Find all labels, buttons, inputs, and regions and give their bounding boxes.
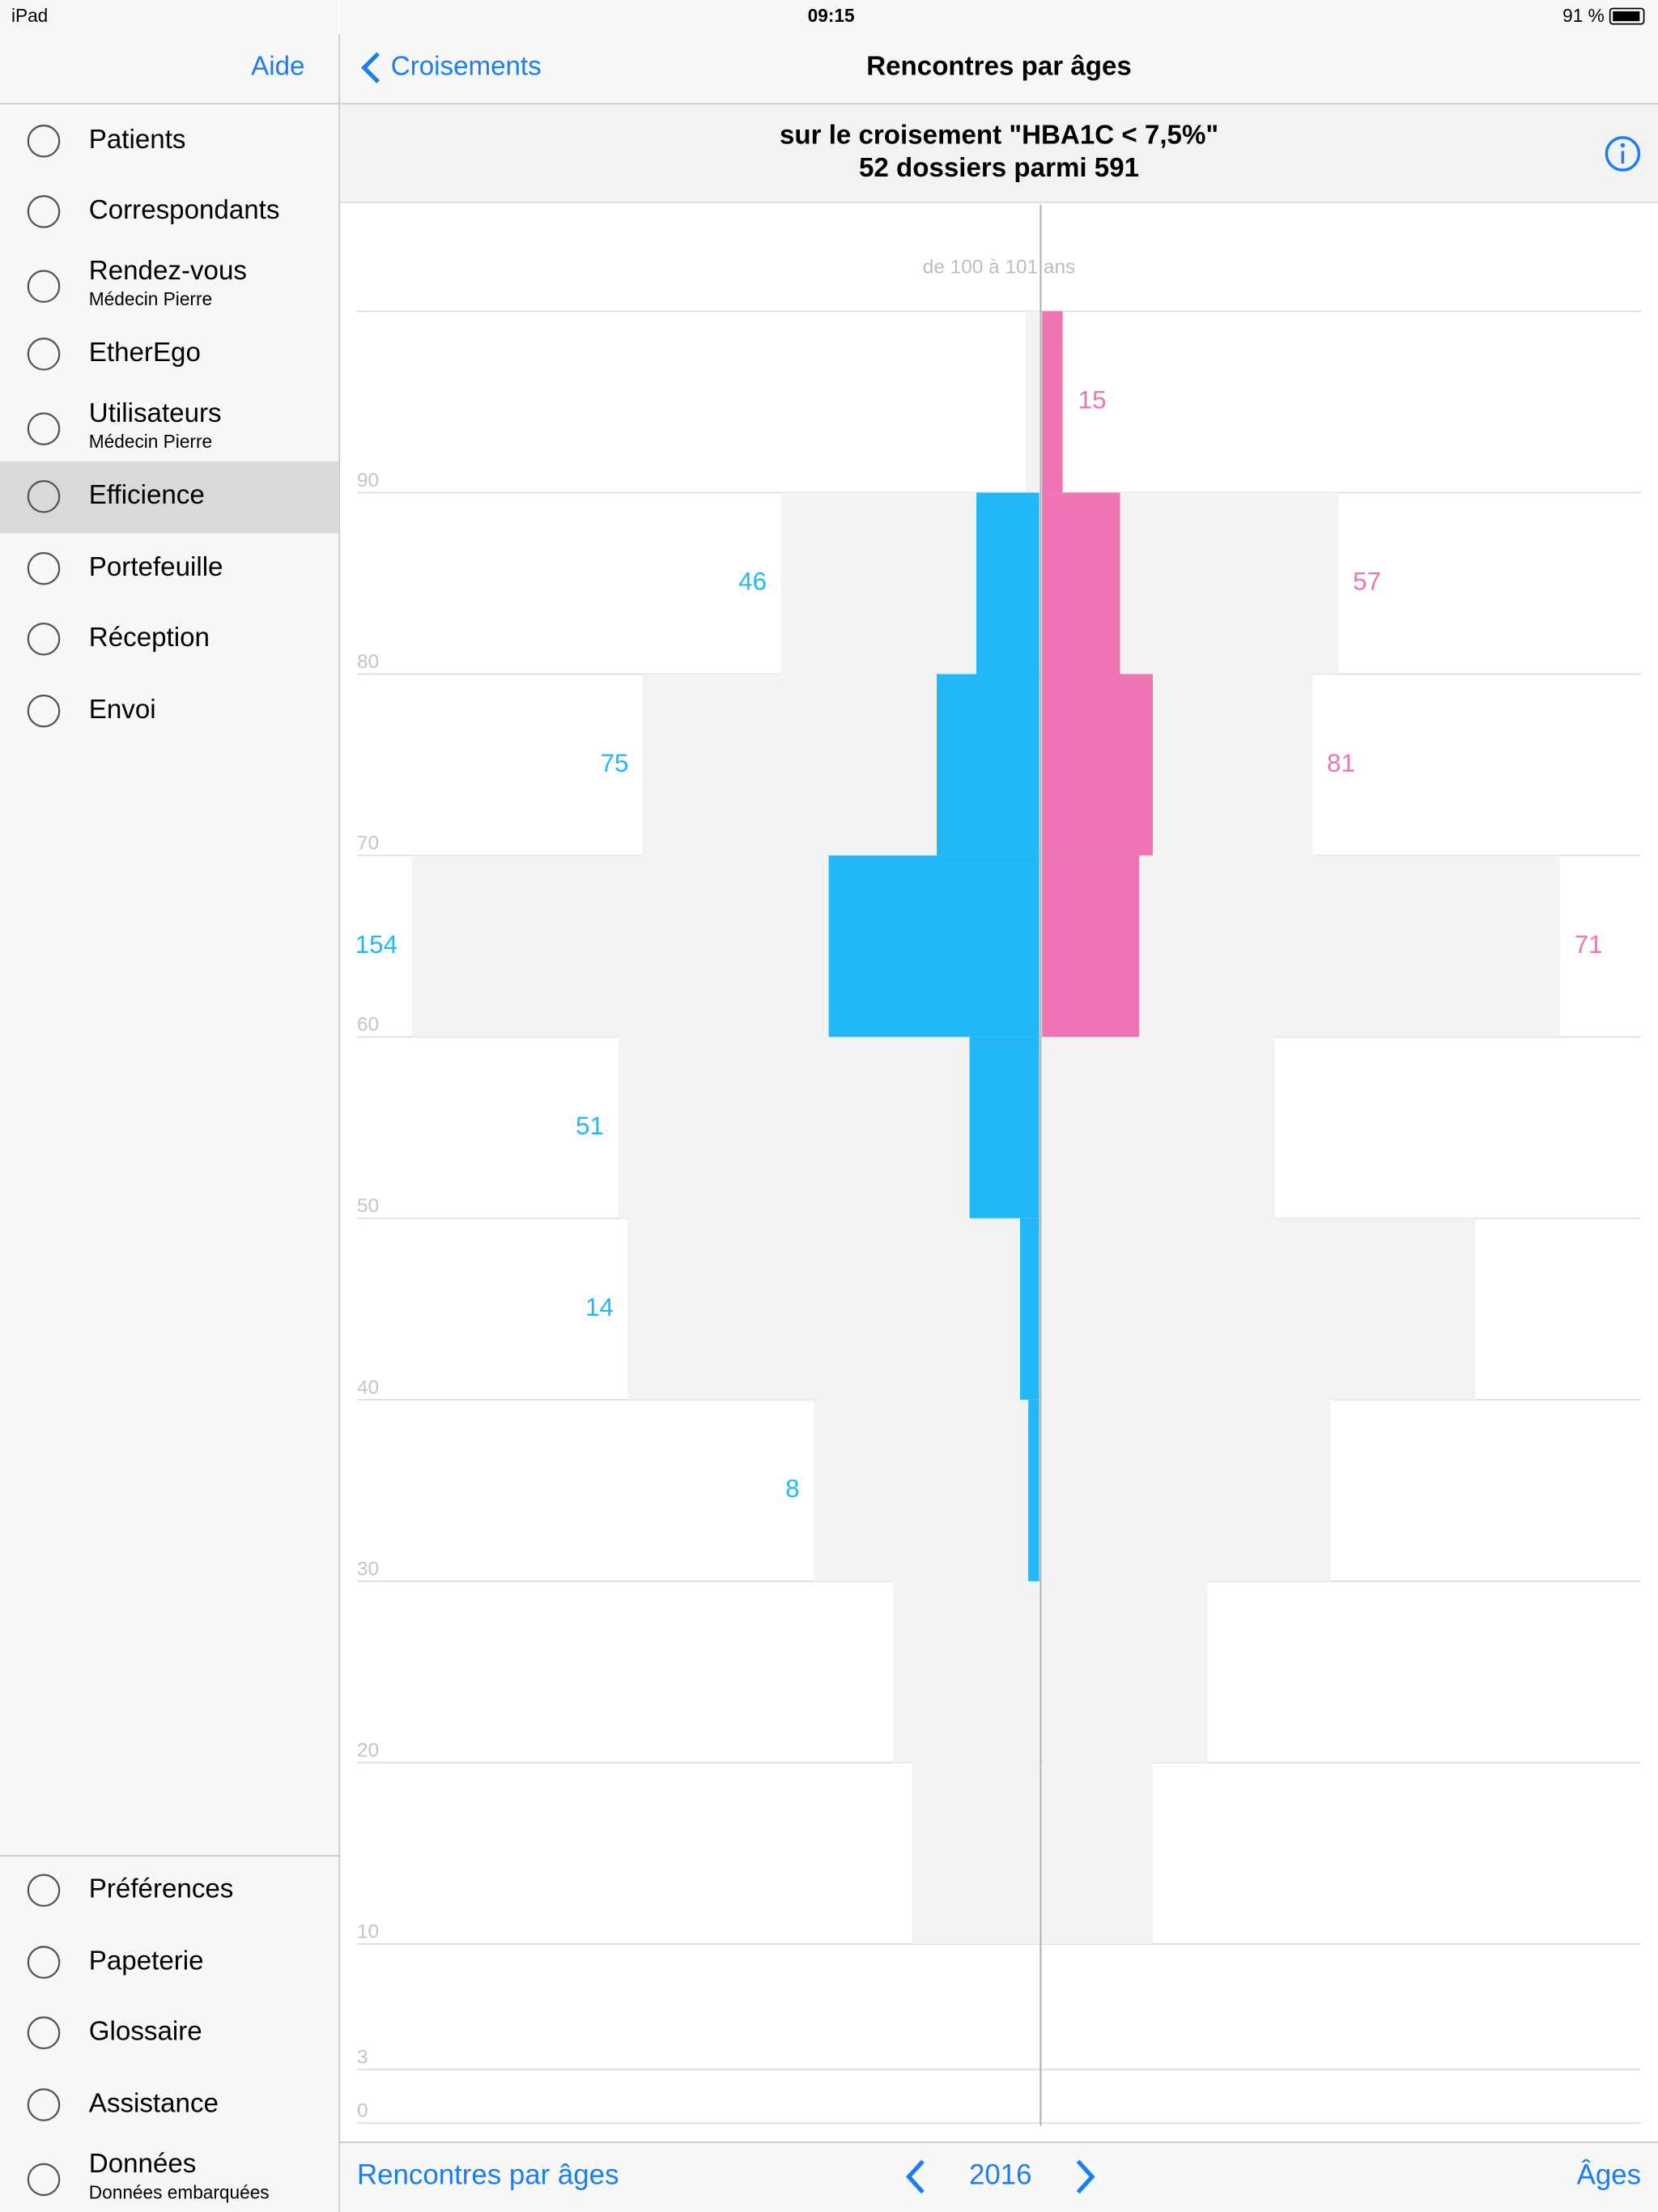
bar: [912, 1762, 1039, 1944]
bar: [627, 1218, 1039, 1400]
value-label: 8: [785, 1474, 799, 1503]
year: 2016: [969, 2159, 1032, 2191]
y-tick-label: 20: [357, 1739, 379, 1761]
menu-icon: [27, 480, 61, 513]
menu-label[interactable]: Glossaire: [89, 2016, 202, 2046]
menu-icon: [27, 2088, 61, 2121]
menu-icon: [27, 2163, 61, 2197]
header-panel: [340, 104, 1658, 202]
menu-label[interactable]: EtherEgo: [89, 338, 201, 368]
menu-sublabel: Médecin Pierre: [89, 288, 212, 309]
menu-icon: [27, 1874, 61, 1908]
y-tick-label: 0: [357, 2100, 368, 2122]
y-tick-label: 3: [357, 2047, 368, 2069]
menu-label[interactable]: Portefeuille: [89, 552, 223, 582]
menu-icon: [27, 124, 61, 158]
menu-icon: [27, 694, 61, 728]
value-label: 14: [585, 1293, 614, 1321]
bar: [618, 1036, 1039, 1219]
prev-year[interactable]: [905, 2159, 925, 2194]
bar: [1042, 1218, 1476, 1400]
menu-icon: [27, 551, 61, 585]
back-chevron[interactable]: [360, 52, 380, 83]
annotation: de 100 à 101 ans: [923, 256, 1075, 278]
header-line1: sur le croisement "HBA1C < 7,5%": [780, 121, 1218, 151]
value-label: 75: [601, 749, 629, 777]
menu-icon: [27, 338, 61, 371]
help-button[interactable]: Aide: [251, 51, 304, 81]
menu-sublabel: Médecin Pierre: [89, 431, 212, 452]
bar: [1020, 1218, 1039, 1400]
battery-text: 91 %: [1562, 5, 1605, 26]
bar: [937, 674, 1039, 856]
device: iPad: [11, 5, 48, 26]
value-label: 57: [1353, 568, 1381, 596]
y-tick-label: 50: [357, 1195, 379, 1217]
menu-label[interactable]: Envoi: [89, 695, 156, 725]
y-tick-label: 70: [357, 832, 379, 854]
value-label: 154: [355, 930, 397, 959]
value-label: 81: [1327, 749, 1355, 777]
menu-icon: [27, 195, 61, 228]
battery-level: [1613, 11, 1640, 22]
value-label: 71: [1575, 930, 1603, 959]
value-label: 51: [576, 1112, 604, 1140]
bar: [892, 1580, 1039, 1763]
menu-label[interactable]: Papeterie: [89, 1946, 204, 1976]
value-label: 15: [1078, 386, 1107, 415]
battery-icon: [1609, 7, 1645, 25]
info-button[interactable]: [1605, 136, 1641, 172]
selected-row: [0, 461, 339, 534]
bar: [1042, 674, 1153, 856]
menu-label[interactable]: Patients: [89, 125, 186, 155]
sidebar: [0, 0, 339, 2212]
toolbar-right[interactable]: Âges: [1577, 2159, 1641, 2191]
bar: [1028, 1399, 1039, 1581]
bar: [1042, 1036, 1275, 1219]
menu-label[interactable]: Utilisateurs: [89, 398, 222, 428]
next-year[interactable]: [1076, 2159, 1095, 2194]
bar: [1042, 1580, 1208, 1763]
bar: [1042, 1762, 1153, 1944]
y-tick-label: 10: [357, 1921, 379, 1942]
bar: [1042, 311, 1063, 493]
bar: [976, 492, 1039, 674]
menu-label[interactable]: Assistance: [89, 2088, 219, 2118]
value-label: 46: [738, 568, 767, 596]
bar: [1042, 855, 1140, 1037]
menu-label[interactable]: Rendez-vous: [89, 256, 247, 286]
menu-icon: [27, 1946, 61, 1979]
navbar: [340, 0, 1658, 104]
menu-sublabel: Données embarquées: [89, 2181, 270, 2202]
menu-label[interactable]: Correspondants: [89, 195, 280, 225]
nav-title: Rencontres par âges: [866, 51, 1132, 81]
pyramid-chart: 0 3 10 20 30 40 50 60 70 80 90 8 14 51 154 75 46 71 81 57 15…: [355, 204, 1642, 2126]
menu-icon: [27, 622, 61, 656]
menu-icon: [27, 270, 61, 303]
menu-label[interactable]: Efficience: [89, 480, 205, 510]
back-button[interactable]: Croisements: [391, 51, 542, 81]
toolbar-left[interactable]: Rencontres par âges: [357, 2159, 619, 2191]
menu-icon: [27, 2016, 61, 2050]
bar: [1025, 311, 1039, 493]
bar: [1042, 1399, 1331, 1581]
bar: [814, 1399, 1039, 1581]
y-tick-label: 90: [357, 470, 379, 491]
menu-label[interactable]: Préférences: [89, 1874, 234, 1904]
menu-label[interactable]: Réception: [89, 623, 210, 653]
bar: [969, 1036, 1039, 1219]
info-dot: [1620, 143, 1626, 148]
y-tick-label: 40: [357, 1376, 379, 1398]
clock: 09:15: [808, 5, 855, 26]
header-line2: 52 dossiers parmi 591: [859, 153, 1139, 183]
y-tick-label: 80: [357, 651, 379, 673]
bar: [828, 855, 1039, 1037]
bar: [1042, 492, 1120, 674]
y-tick-label: 60: [357, 1014, 379, 1036]
toolbar: [340, 2141, 1658, 2212]
y-tick-label: 30: [357, 1558, 379, 1580]
menu-icon: [27, 412, 61, 445]
menu-label[interactable]: Données: [89, 2149, 197, 2179]
